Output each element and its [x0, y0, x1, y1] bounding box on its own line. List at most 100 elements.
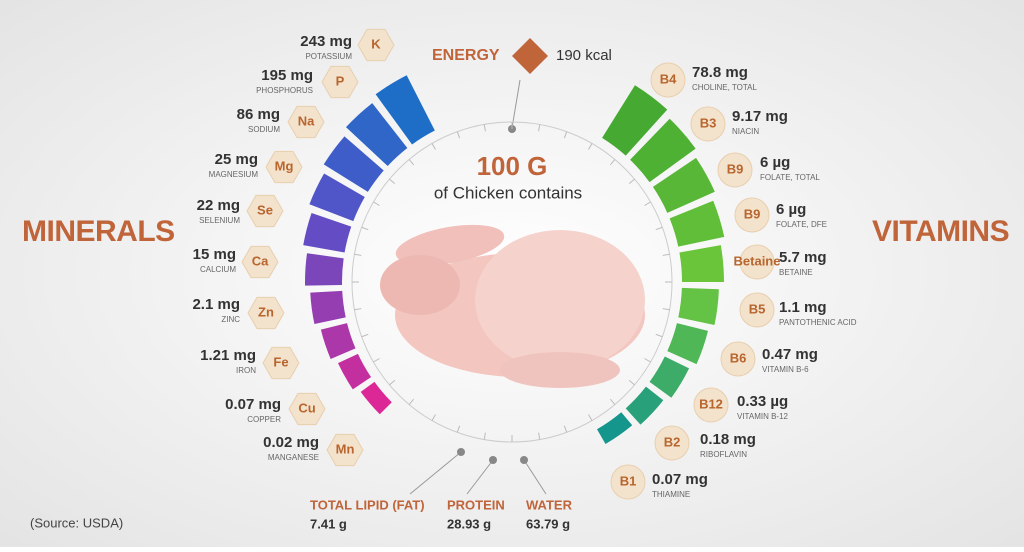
mineral-amount: 243 mg [300, 33, 352, 50]
vitamin-bar [669, 200, 725, 247]
mineral-bar [360, 381, 392, 415]
dial-tick [655, 333, 663, 338]
dial-tick [361, 333, 369, 338]
vitamin-symbol: B1 [620, 473, 637, 488]
energy-icon [508, 38, 548, 133]
vitamin-name: RIBOFLAVIN [700, 450, 747, 459]
dial-tick [644, 201, 651, 206]
dial-tick [456, 425, 461, 433]
mineral-symbol: Zn [258, 304, 274, 319]
mineral-name: POTASSIUM [305, 52, 352, 61]
dial-tick [655, 226, 663, 231]
mineral-name: MANGANESE [268, 453, 319, 462]
energy-label: ENERGY [432, 47, 500, 64]
vitamin-badge [690, 106, 726, 142]
dial-tick [662, 308, 670, 311]
vitamin-badge [650, 62, 686, 98]
macro-name: WATER [526, 497, 573, 512]
macro-value: 28.93 g [447, 516, 491, 531]
dial-tick [538, 432, 541, 440]
dial-tick [609, 398, 616, 405]
vitamin-amount: 0.07 mg [652, 471, 708, 488]
vitamin-symbol: Betaine [734, 253, 781, 268]
vitamin-symbol: B9 [744, 206, 761, 221]
mineral-symbol: Mn [336, 441, 355, 456]
vitamin-symbol: B5 [749, 301, 766, 316]
vitamin-amount: 6 µg [776, 201, 806, 218]
dial-tick [431, 143, 436, 150]
vitamin-badge [739, 244, 775, 280]
dial-tick [456, 131, 461, 139]
macro-value: 63.79 g [526, 516, 570, 531]
mineral-name: PHOSPHORUS [256, 86, 313, 95]
mineral-name: SODIUM [248, 125, 280, 134]
vitamin-symbol: B6 [730, 350, 747, 365]
vitamin-amount: 6 µg [760, 154, 790, 171]
vitamins-heading: VITAMINS [872, 215, 1009, 248]
dial-tick [431, 414, 436, 421]
macro-value: 7.41 g [310, 516, 347, 531]
mineral-bar [345, 103, 408, 167]
macro-dot [489, 456, 497, 464]
mineral-name: SELENIUM [199, 216, 240, 225]
mineral-bar [310, 290, 346, 324]
mineral-amount: 22 mg [197, 197, 240, 214]
mineral-badge [287, 105, 325, 139]
mineral-badge [288, 392, 326, 426]
dial-tick [361, 226, 369, 231]
mineral-symbol: Cu [298, 400, 315, 415]
vitamin-name: VITAMIN B-6 [762, 365, 809, 374]
mineral-symbol: K [371, 36, 381, 51]
vitamin-symbol: B3 [700, 115, 717, 130]
macro-leader [523, 459, 547, 495]
vitamin-bar [625, 386, 664, 425]
mineral-name: IRON [236, 366, 256, 375]
vitamin-badge [720, 341, 756, 377]
mineral-amount: 2.1 mg [192, 296, 240, 313]
dial-tick [563, 425, 568, 433]
mineral-name: ZINC [221, 315, 240, 324]
vitamin-name: THIAMINE [652, 490, 690, 499]
vitamin-amount: 5.7 mg [779, 249, 827, 266]
mineral-symbol: P [336, 73, 345, 88]
subtitle: of Chicken contains [434, 183, 582, 202]
vitamin-name: FOLATE, TOTAL [760, 173, 820, 182]
dial-tick [628, 178, 635, 185]
dial-tick [644, 358, 651, 363]
dial-tick [563, 131, 568, 139]
mineral-amount: 25 mg [215, 151, 258, 168]
vitamin-name: CHOLINE, TOTAL [692, 83, 757, 92]
mineral-name: COPPER [247, 415, 281, 424]
vitamin-badge [717, 152, 753, 188]
chicken [380, 224, 645, 388]
vitamin-bar [652, 157, 715, 213]
dial-tick [354, 308, 362, 311]
source: (Source: USDA) [30, 515, 123, 530]
mineral-amount: 195 mg [261, 67, 313, 84]
dial-tick [389, 178, 396, 185]
vitamin-bar [667, 323, 708, 365]
mineral-amount: 86 mg [237, 106, 280, 123]
mineral-amount: 0.02 mg [263, 434, 319, 451]
dial-tick [408, 398, 415, 405]
vitamin-badge [654, 425, 690, 461]
vitamin-symbol: B2 [664, 434, 681, 449]
vitamin-amount: 0.18 mg [700, 431, 756, 448]
title: 100 G [477, 151, 548, 181]
dial-tick [408, 159, 415, 166]
macro-dot [457, 448, 465, 456]
vitamin-symbol: B4 [660, 71, 677, 86]
energy-value: 190 kcal [556, 47, 612, 64]
vitamin-name: BETAINE [779, 268, 813, 277]
vitamin-amount: 0.47 mg [762, 346, 818, 363]
mineral-name: MAGNESIUM [209, 170, 259, 179]
mineral-badge [265, 150, 303, 184]
dial-tick [389, 379, 396, 386]
mineral-badge [247, 296, 285, 330]
mineral-amount: 0.07 mg [225, 396, 281, 413]
vitamin-badge [610, 464, 646, 500]
vitamin-bar [630, 118, 696, 183]
mineral-amount: 15 mg [193, 246, 236, 263]
